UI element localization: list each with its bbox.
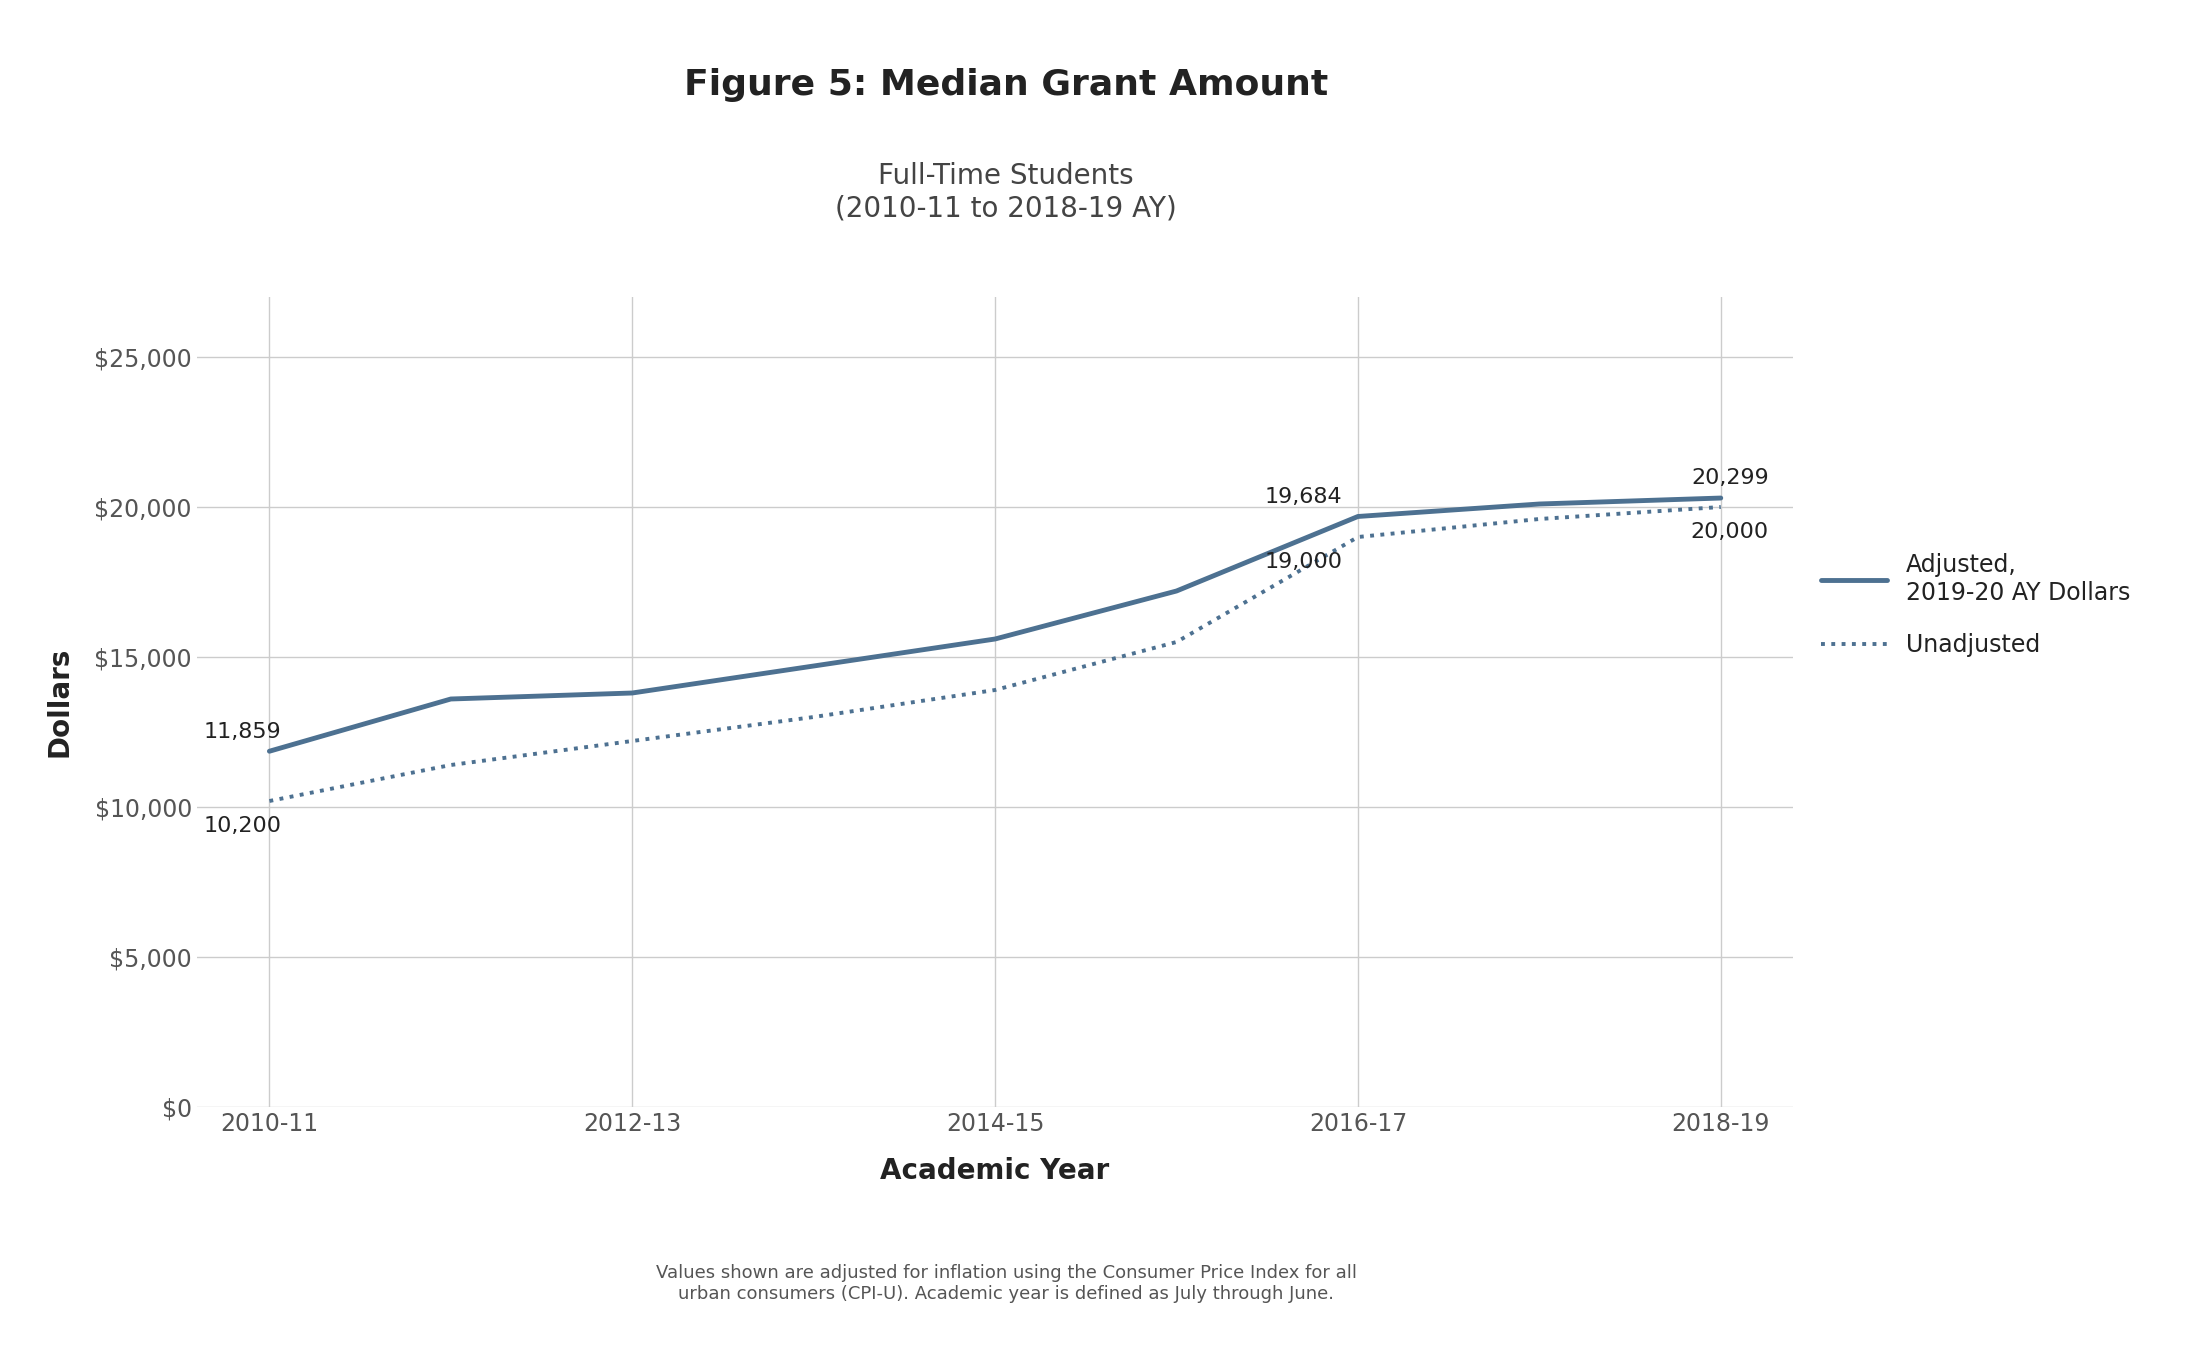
Unadjusted: [800, 709, 827, 725]
Line: Adjusted,
2019-20 AY Dollars: Adjusted, 2019-20 AY Dollars: [269, 498, 1721, 751]
Adjusted,
2019-20 AY Dollars: [1163, 583, 1190, 599]
Unadjusted: [1163, 634, 1190, 651]
Text: 20,000: 20,000: [1691, 522, 1769, 541]
Legend: Adjusted,
2019-20 AY Dollars, Unadjusted: Adjusted, 2019-20 AY Dollars, Unadjusted: [1822, 552, 2130, 657]
Text: 19,684: 19,684: [1264, 487, 1343, 506]
Unadjusted: [619, 733, 645, 749]
Adjusted,
2019-20 AY Dollars: [256, 743, 282, 759]
Unadjusted: [1527, 510, 1553, 526]
Unadjusted: [982, 682, 1008, 698]
Unadjusted: [437, 757, 464, 774]
Adjusted,
2019-20 AY Dollars: [982, 630, 1008, 647]
Adjusted,
2019-20 AY Dollars: [619, 684, 645, 701]
Adjusted,
2019-20 AY Dollars: [1708, 490, 1734, 506]
Unadjusted: [1708, 500, 1734, 516]
Text: 11,859: 11,859: [203, 722, 282, 741]
Adjusted,
2019-20 AY Dollars: [1345, 509, 1371, 525]
Text: Full-Time Students
(2010-11 to 2018-19 AY): Full-Time Students (2010-11 to 2018-19 A…: [835, 162, 1177, 223]
X-axis label: Academic Year: Academic Year: [881, 1157, 1109, 1185]
Adjusted,
2019-20 AY Dollars: [437, 691, 464, 707]
Text: Figure 5: Median Grant Amount: Figure 5: Median Grant Amount: [685, 68, 1328, 101]
Text: Values shown are adjusted for inflation using the Consumer Price Index for all
u: Values shown are adjusted for inflation …: [656, 1264, 1356, 1303]
Y-axis label: Dollars: Dollars: [46, 647, 74, 757]
Line: Unadjusted: Unadjusted: [269, 508, 1721, 801]
Text: 19,000: 19,000: [1264, 552, 1343, 572]
Unadjusted: [256, 792, 282, 809]
Text: 10,200: 10,200: [203, 815, 282, 836]
Adjusted,
2019-20 AY Dollars: [800, 657, 827, 674]
Unadjusted: [1345, 529, 1371, 545]
Text: 20,299: 20,299: [1691, 468, 1769, 489]
Adjusted,
2019-20 AY Dollars: [1527, 495, 1553, 512]
